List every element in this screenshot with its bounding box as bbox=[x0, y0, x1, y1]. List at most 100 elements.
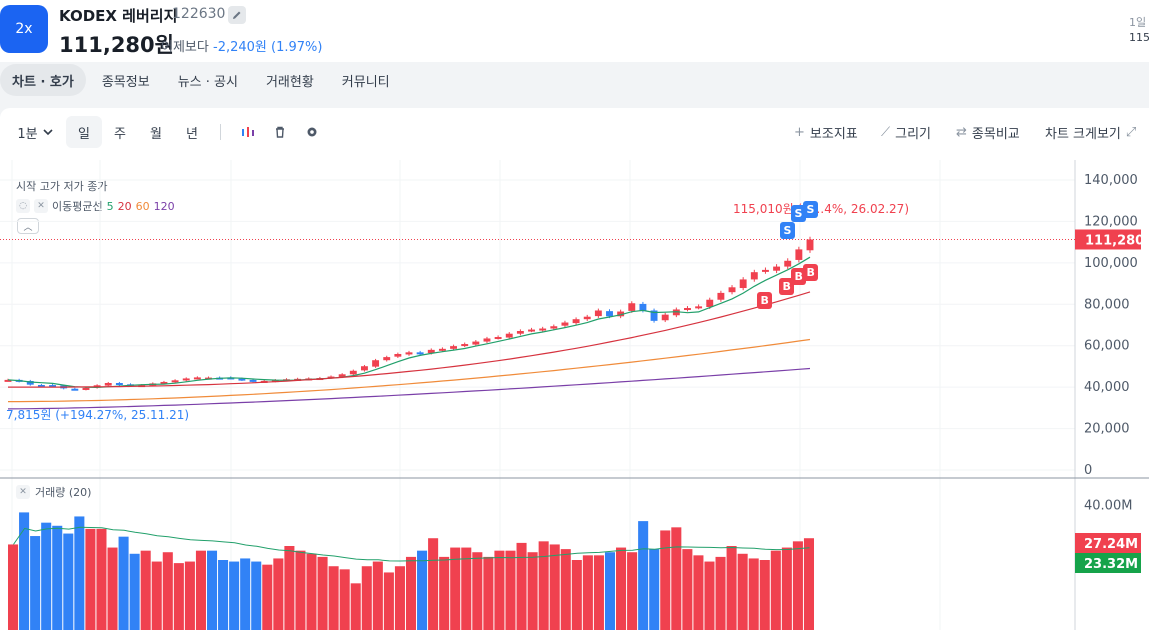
gear-icon bbox=[307, 127, 317, 137]
ohlc-legend: 시작 고가 저가 종가 bbox=[16, 180, 108, 193]
volume-bar bbox=[405, 556, 417, 630]
eye-off-icon[interactable]: ◌ bbox=[16, 199, 30, 213]
volume-axis-tick: 40.00M bbox=[1084, 499, 1132, 514]
candle bbox=[238, 378, 246, 381]
ma60-label: 60 bbox=[135, 199, 150, 213]
volume-bar bbox=[52, 525, 63, 630]
volume-bar bbox=[184, 561, 195, 630]
volume-bar bbox=[350, 583, 361, 630]
candle bbox=[594, 310, 602, 317]
volume-bar bbox=[461, 547, 472, 630]
price-axis-tick: 20,000 bbox=[1084, 422, 1130, 437]
buy-marker-label: B bbox=[795, 270, 803, 283]
delete-drawings-button[interactable] bbox=[268, 116, 292, 148]
price-axis-tick: 100,000 bbox=[1084, 256, 1138, 271]
volume-bar bbox=[295, 550, 306, 630]
tab-community[interactable]: 커뮤니티 bbox=[341, 74, 390, 90]
volume-bar bbox=[803, 538, 814, 630]
candle bbox=[661, 314, 669, 321]
tab-news[interactable]: 뉴스 · 공시 bbox=[177, 74, 238, 90]
stock-name: KODEX 레버리지 bbox=[59, 7, 178, 25]
ma5-label: 5 bbox=[106, 199, 114, 213]
interval-label: 1분 bbox=[17, 126, 38, 142]
volume-bar bbox=[759, 560, 770, 630]
ma-label: 이동평균선 bbox=[52, 200, 103, 213]
candle bbox=[26, 380, 34, 385]
period-week[interactable]: 주 bbox=[114, 126, 126, 142]
price-axis-tick: 0 bbox=[1084, 463, 1092, 478]
edit-button[interactable] bbox=[228, 6, 246, 24]
candle-icon bbox=[242, 127, 254, 137]
chart-type-button[interactable] bbox=[236, 116, 260, 148]
pen-icon: ⟋ bbox=[881, 124, 891, 140]
sell-marker-label: S bbox=[795, 207, 803, 220]
ma20-line bbox=[8, 291, 811, 388]
volume-bar bbox=[439, 556, 450, 630]
chart-panel: 1분 일 주 월 년 + 보조지표 ⟋ 그리기 bbox=[0, 108, 1149, 632]
draw-button[interactable]: ⟋ 그리기 bbox=[881, 116, 931, 148]
buy-marker-label: B bbox=[783, 280, 791, 293]
stock-logo: 2x bbox=[0, 5, 48, 53]
toolbar-divider bbox=[220, 124, 221, 140]
period-year[interactable]: 년 bbox=[186, 126, 198, 142]
period-day[interactable]: 일 bbox=[66, 116, 102, 148]
indicators-button[interactable]: + 보조지표 bbox=[794, 116, 858, 148]
candle bbox=[717, 292, 725, 300]
ma5-line bbox=[7, 256, 811, 389]
volume-bar bbox=[118, 536, 129, 630]
candle bbox=[4, 379, 12, 382]
volume-bar bbox=[417, 550, 428, 630]
volume-value-badge bbox=[1075, 533, 1141, 553]
candle bbox=[583, 316, 591, 320]
candle bbox=[528, 329, 535, 332]
volume-bar bbox=[328, 566, 339, 630]
volume-bar bbox=[129, 553, 140, 630]
volume-bar bbox=[206, 550, 218, 630]
ma120-label: 120 bbox=[153, 199, 175, 213]
volume-bar bbox=[162, 552, 173, 630]
fullscreen-button[interactable]: 차트 크게보기 ⤢ bbox=[1045, 116, 1136, 148]
collapse-legend-button[interactable]: ︿ bbox=[17, 218, 39, 234]
interval-dropdown[interactable]: 1분 bbox=[12, 116, 60, 148]
swap-icon: ⇄ bbox=[956, 124, 967, 140]
tab-stock-info[interactable]: 종목정보 bbox=[101, 74, 150, 90]
volume-bar bbox=[593, 555, 604, 630]
ma60-line bbox=[8, 338, 811, 403]
volume-bar bbox=[306, 553, 317, 630]
candle bbox=[695, 306, 703, 309]
volume-bar bbox=[229, 561, 240, 630]
compare-button[interactable]: ⇄ 종목비교 bbox=[956, 116, 1020, 148]
period-month[interactable]: 월 bbox=[150, 126, 162, 142]
candle bbox=[182, 378, 190, 381]
tab-chart-orderbook[interactable]: 차트 · 호가 bbox=[0, 64, 86, 96]
candle bbox=[104, 383, 112, 386]
candle bbox=[761, 269, 769, 272]
section-tabs: 차트 · 호가 종목정보 뉴스 · 공시 거래현황 커뮤니티 bbox=[0, 64, 402, 100]
ma120-line bbox=[7, 367, 811, 410]
candle bbox=[383, 357, 391, 361]
tab-trading-status[interactable]: 거래현황 bbox=[265, 74, 314, 90]
chart-settings-button[interactable] bbox=[300, 116, 324, 148]
expand-icon: ⤢ bbox=[1125, 124, 1137, 140]
volume-bar bbox=[85, 528, 96, 630]
candle bbox=[706, 299, 714, 308]
candle bbox=[405, 352, 413, 355]
close-icon[interactable]: ✕ bbox=[34, 199, 48, 213]
candle bbox=[394, 354, 402, 357]
candle bbox=[684, 308, 691, 311]
volume-bar bbox=[627, 552, 638, 630]
volume-bar bbox=[671, 527, 682, 630]
volume-bar bbox=[770, 550, 781, 630]
volume-bar bbox=[273, 558, 284, 630]
price-axis-tick: 120,000 bbox=[1084, 214, 1138, 229]
candle bbox=[193, 377, 201, 380]
volume-bar bbox=[792, 541, 803, 630]
volume-ma-badge bbox=[1075, 553, 1141, 573]
volume-bar bbox=[394, 566, 405, 630]
buy-marker bbox=[803, 264, 818, 281]
close-icon[interactable]: ✕ bbox=[16, 485, 30, 499]
volume-bar bbox=[682, 549, 693, 630]
candle bbox=[82, 387, 90, 390]
price-chart[interactable]: 140,000 120,000 100,000 80,000 60,000 40,000 2… bbox=[0, 160, 1149, 632]
candle bbox=[516, 331, 524, 334]
